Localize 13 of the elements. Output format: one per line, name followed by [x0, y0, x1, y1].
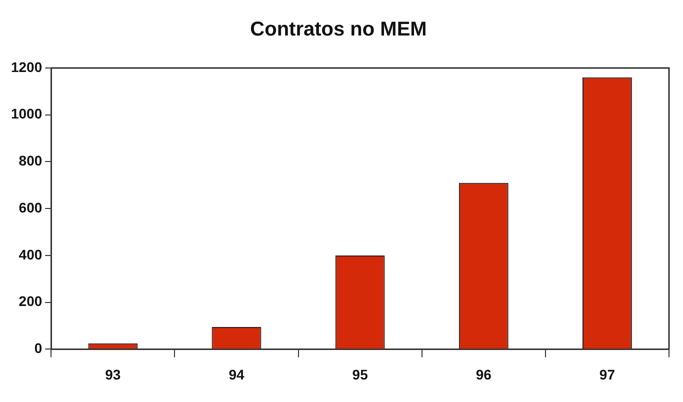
y-tick-label: 1200 — [10, 58, 42, 75]
x-tick-label: 93 — [105, 366, 121, 382]
y-tick-label: 1000 — [10, 106, 42, 122]
x-tick-label: 97 — [599, 366, 616, 382]
y-tick-label: 800 — [18, 152, 42, 169]
y-tick-label: 0 — [34, 340, 42, 356]
y-tick-label: 200 — [18, 293, 42, 310]
x-tick-label: 96 — [476, 366, 492, 382]
x-tick-label: 95 — [352, 366, 368, 382]
y-tick-label: 400 — [18, 246, 42, 262]
y-tick-label: 600 — [18, 199, 42, 216]
chart-title: Contratos no MEM — [250, 18, 427, 41]
x-tick-label: 94 — [228, 366, 244, 382]
